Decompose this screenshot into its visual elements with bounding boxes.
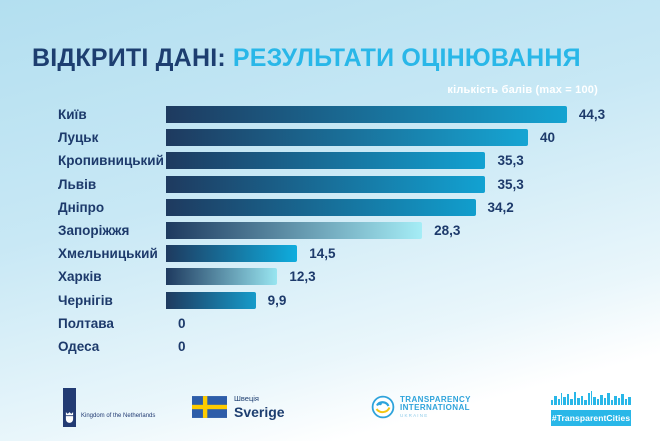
bar-value: 34,2 [487, 199, 514, 215]
chart-row: Харків 12,3 [58, 265, 653, 288]
bar-chart: Київ 44,3 Луцьк 40 Кропивницький 35,3 Львів 35,… [58, 103, 653, 358]
bar [166, 245, 298, 263]
city-label: Запоріжжя [58, 223, 130, 239]
sweden-label-uk: Швеція [234, 394, 259, 403]
bar-value: 40 [540, 130, 556, 146]
title-part-accent: РЕЗУЛЬТАТИ ОЦІНЮВАННЯ [232, 44, 581, 72]
city-label: Одеса [58, 338, 100, 354]
bar [166, 268, 278, 286]
city-label: Полтава [58, 315, 114, 331]
city-label: Львів [58, 176, 97, 192]
ti-label-line2: INTERNATIONAL [400, 403, 470, 412]
bar-value: 0 [178, 338, 186, 354]
bar [166, 129, 528, 147]
ti-label-ukraine: UKRAINE [400, 412, 429, 418]
bar-value: 35,3 [497, 176, 524, 192]
bar-value: 0 [178, 315, 186, 331]
bar [166, 198, 476, 216]
transparent-cities-logo: #TransparentCities [551, 389, 631, 426]
chart-row: Хмельницький 14,5 [58, 242, 653, 265]
chart-row: Львів 35,3 [58, 173, 653, 196]
bar [166, 106, 567, 124]
transparency-international-logo: TRANSPARENCY INTERNATIONAL UKRAINE [371, 395, 471, 419]
bar-value: 12,3 [289, 269, 316, 285]
bar [166, 152, 486, 170]
city-label: Харків [58, 269, 102, 285]
city-label: Дніпро [58, 199, 105, 215]
chart-row: Запоріжжя 28,3 [58, 219, 653, 242]
city-label: Чернігів [58, 292, 113, 308]
bar [166, 175, 486, 193]
city-label: Кропивницький [58, 153, 164, 169]
chart-row: Дніпро 34,2 [58, 196, 653, 219]
page-title: ВІДКРИТІ ДАНІ: РЕЗУЛЬТАТИ ОЦІНЮВАННЯ [32, 44, 581, 73]
bar [166, 291, 256, 309]
chart-row: Одеса 0 [58, 335, 653, 358]
netherlands-crest-icon [65, 412, 74, 423]
title-part-dark: ВІДКРИТІ ДАНІ: [32, 44, 226, 72]
bar-value: 44,3 [578, 107, 606, 123]
netherlands-logo: Kingdom of the Netherlands [63, 388, 155, 427]
city-label: Луцьк [58, 130, 99, 146]
sweden-logo: Швеція Sverige [192, 395, 285, 419]
netherlands-label: Kingdom of the Netherlands [81, 413, 156, 419]
city-skyline-icon [551, 391, 631, 405]
netherlands-emblem-bar [63, 388, 76, 427]
bar-value: 28,3 [434, 223, 461, 239]
axis-note: кількість балів (max = 100) [447, 84, 598, 96]
sweden-label-sv: Sverige [234, 403, 285, 420]
transparent-cities-label: #TransparentCities [551, 410, 631, 426]
transparency-international-icon [371, 395, 395, 419]
bar-value: 14,5 [309, 246, 336, 262]
ti-label-line1: TRANSPARENCY [400, 395, 471, 404]
chart-row: Луцьк 40 [58, 126, 653, 149]
chart-row: Кропивницький 35,3 [58, 149, 653, 172]
city-label: Київ [58, 107, 87, 123]
sweden-flag-icon [192, 395, 227, 418]
bar-value: 9,9 [267, 292, 287, 308]
chart-rows: Київ 44,3 Луцьк 40 Кропивницький 35,3 Львів 35,… [58, 103, 653, 358]
bar [166, 222, 423, 240]
footer-logos: Kingdom of the Netherlands Швеція Sverig… [0, 375, 660, 441]
chart-row: Київ 44,3 [58, 103, 653, 126]
bar-value: 35,3 [497, 153, 524, 169]
chart-row: Чернігів 9,9 [58, 289, 653, 312]
city-label: Хмельницький [58, 246, 158, 262]
chart-row: Полтава 0 [58, 312, 653, 335]
